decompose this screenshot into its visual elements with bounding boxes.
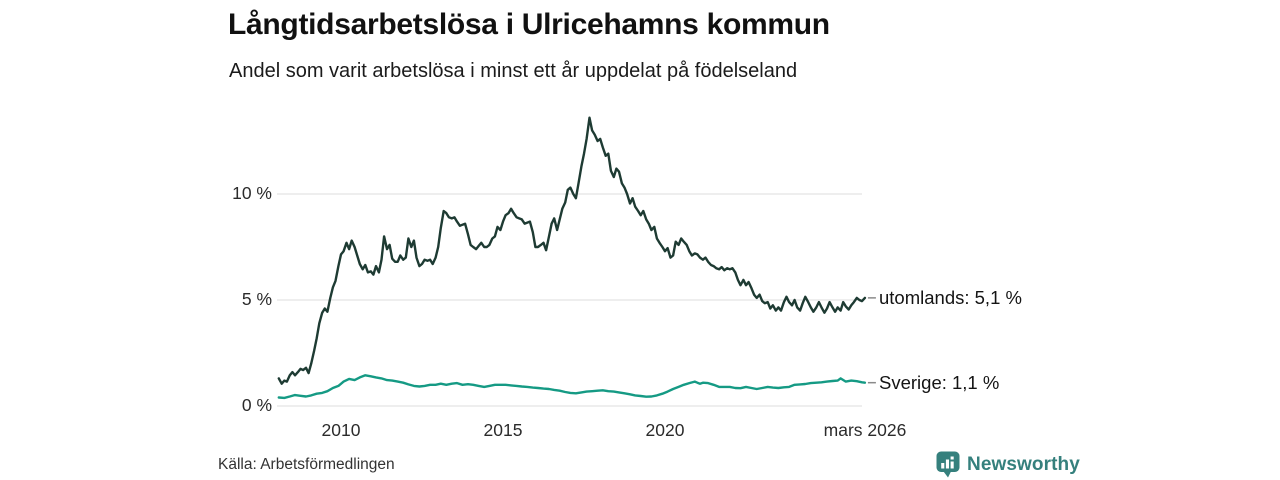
- x-tick-2020: 2020: [645, 420, 685, 440]
- series-label-sverige: Sverige: 1,1 %: [879, 372, 1000, 393]
- series-line-sverige: [277, 374, 867, 400]
- y-tick-0: 0 %: [241, 395, 272, 415]
- y-tick-10: 10 %: [232, 183, 272, 203]
- series-label-utomlands: utomlands: 5,1 %: [879, 287, 1022, 308]
- x-tick-2010: 2010: [321, 420, 361, 440]
- brand-name: Newsworthy: [967, 453, 1080, 475]
- page-subtitle: Andel som varit arbetslösa i minst ett å…: [229, 60, 798, 82]
- bar-chart-speech-bubble-icon: [936, 451, 960, 478]
- y-tick-5: 5 %: [241, 289, 272, 309]
- source-note: Källa: Arbetsförmedlingen: [218, 456, 395, 473]
- brand-logo: Newsworthy: [936, 451, 1080, 478]
- x-tick-mars-2026: mars 2026: [823, 420, 907, 440]
- series-line-utomlands: [277, 116, 867, 385]
- page-title: Långtidsarbetslösa i Ulricehamns kommun: [228, 8, 830, 41]
- x-tick-2015: 2015: [483, 420, 523, 440]
